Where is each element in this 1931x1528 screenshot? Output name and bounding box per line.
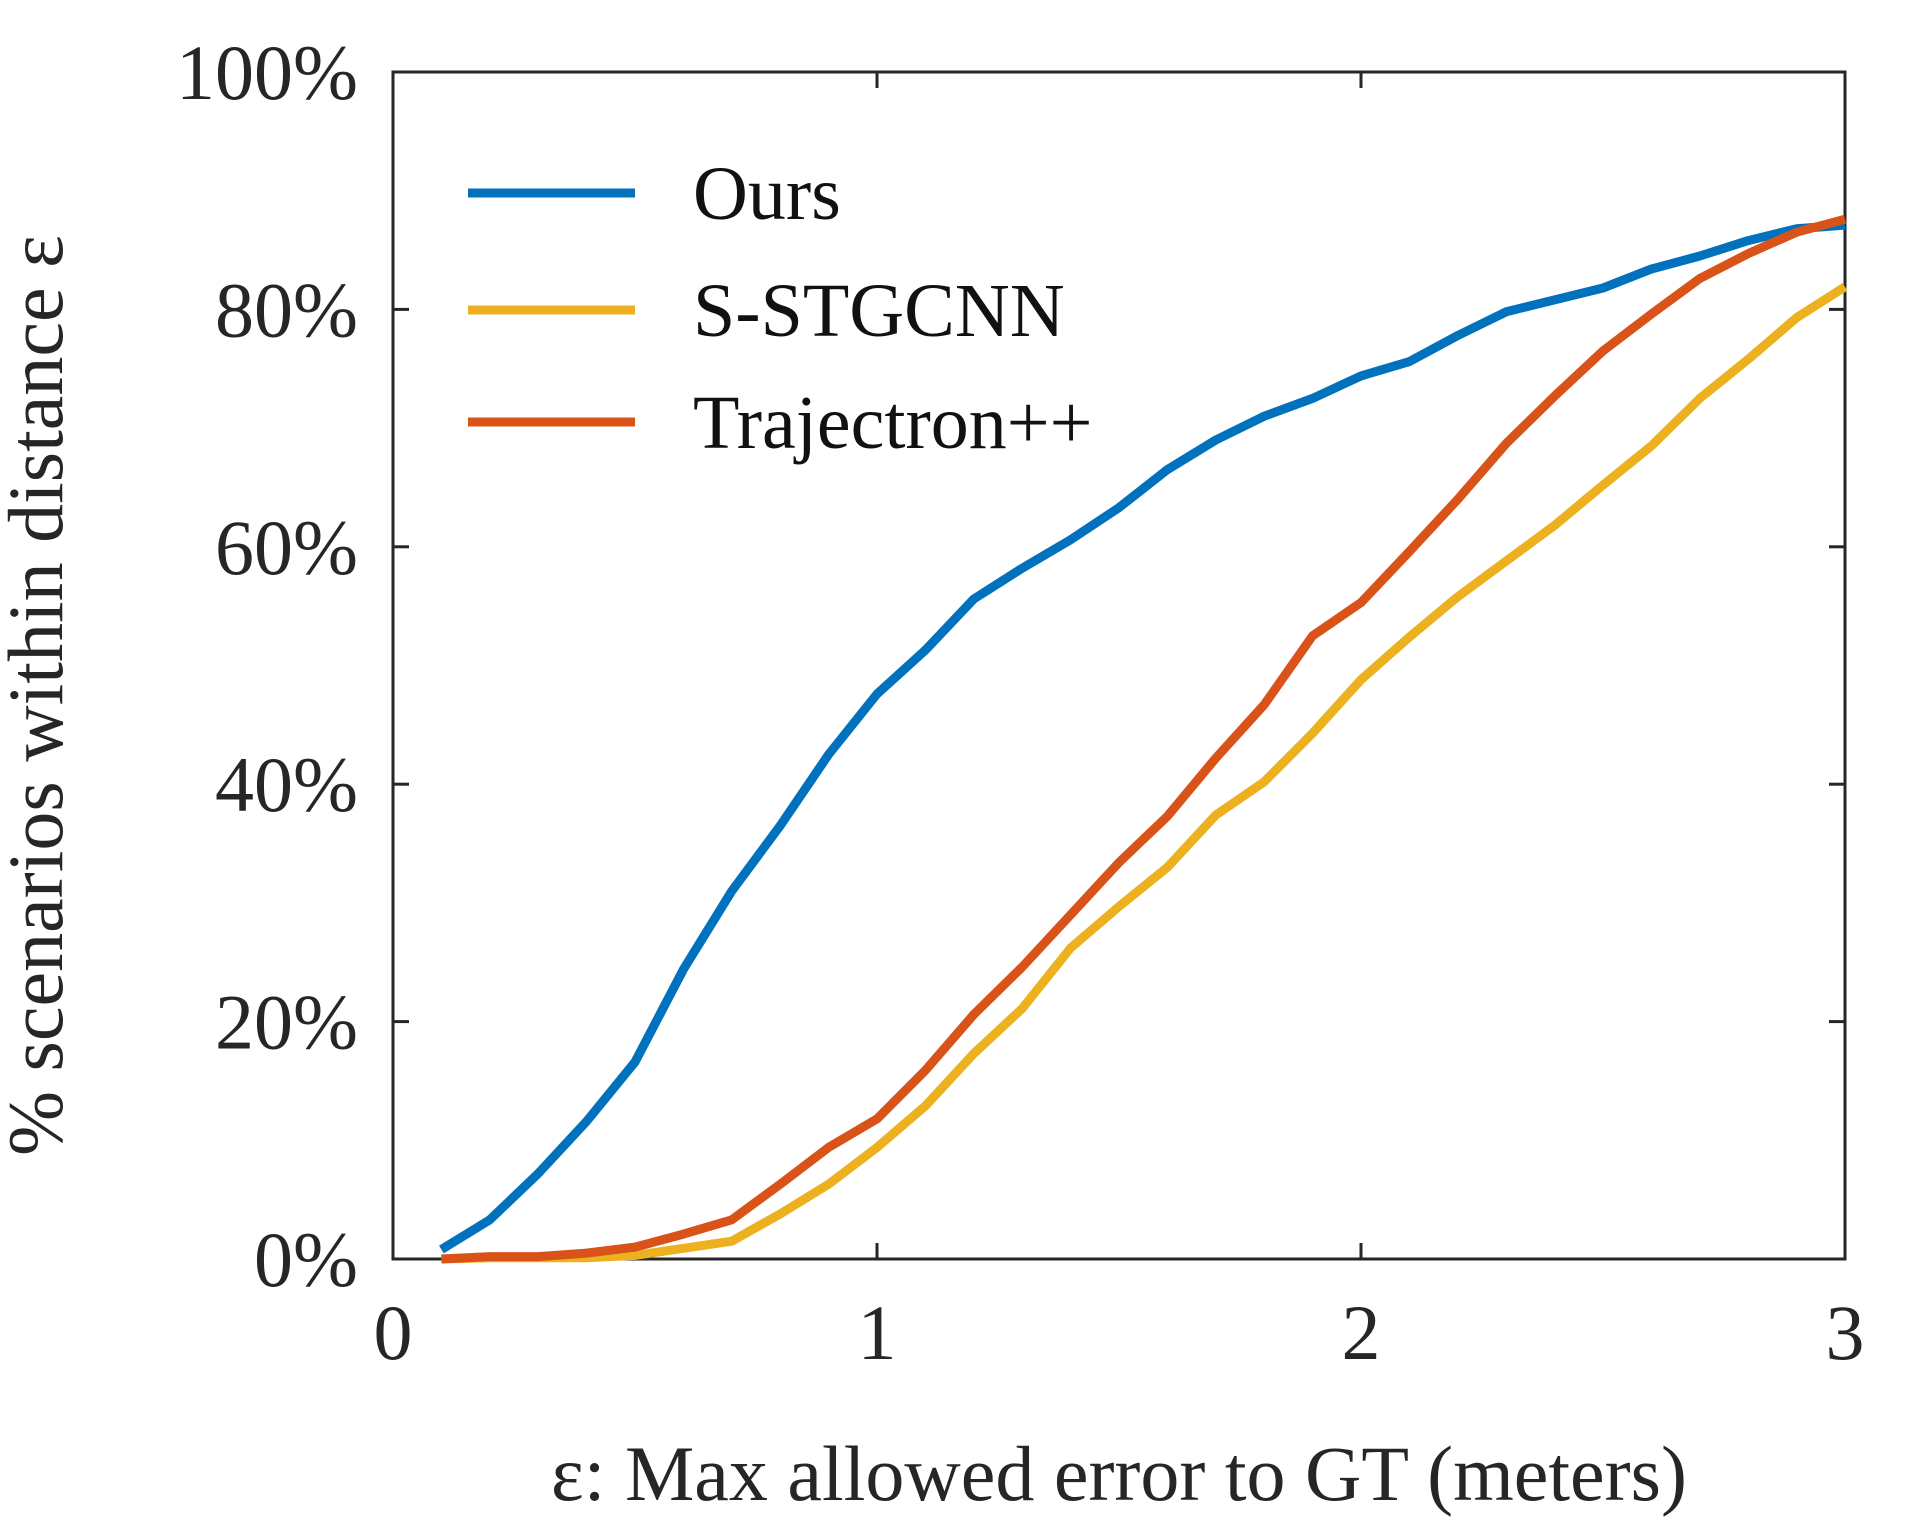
series-line-1 <box>439 220 1846 1254</box>
y-tick-label: 0% <box>254 1216 358 1303</box>
y-tick-label: 20% <box>215 979 358 1066</box>
x-tick-label: 3 <box>1826 1289 1865 1376</box>
series-line-2 <box>441 283 1848 1264</box>
y-axis-label: % scenarios within distance ε <box>0 235 79 1156</box>
x-tick-label: 0 <box>374 1289 413 1376</box>
y-tick-label: 100% <box>176 29 358 116</box>
legend-label: Ours <box>693 152 841 236</box>
legend-label: S-STGCNN <box>693 269 1065 353</box>
axis-ticks <box>391 70 1847 1261</box>
plot-area-frame <box>391 70 1847 1261</box>
x-tick-label: 2 <box>1342 1289 1381 1376</box>
series-line-3 <box>441 214 1847 1264</box>
series-lines <box>439 214 1848 1264</box>
legend-label: Trajectron++ <box>693 381 1093 465</box>
y-tick-label: 80% <box>215 266 358 353</box>
x-axis-label: ε: Max allowed error to GT (meters) <box>551 1430 1687 1517</box>
legend: Ours S-STGCNN Trajectron++ <box>468 152 1093 465</box>
axis-tick-labels: 0 1 2 3 0% 20% 40% 60% 80% 100% <box>176 29 1864 1376</box>
y-tick-label: 40% <box>215 741 358 828</box>
y-tick-label: 60% <box>215 504 358 591</box>
x-tick-label: 1 <box>858 1289 897 1376</box>
